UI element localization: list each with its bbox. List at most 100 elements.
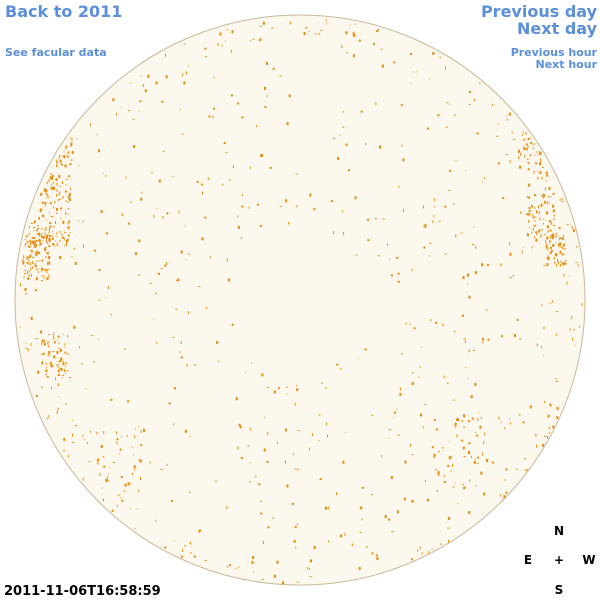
facula bbox=[19, 327, 21, 329]
facula bbox=[424, 223, 427, 225]
facula bbox=[376, 557, 379, 560]
facula bbox=[58, 383, 60, 387]
facula bbox=[49, 202, 52, 205]
facula bbox=[355, 254, 358, 256]
facula bbox=[526, 195, 528, 198]
facula bbox=[46, 238, 48, 241]
facula bbox=[41, 361, 43, 365]
next-hour-link[interactable]: Next hour bbox=[536, 58, 598, 71]
facula bbox=[555, 381, 558, 382]
back-link[interactable]: Back to 2011 bbox=[5, 2, 122, 21]
facula bbox=[92, 361, 95, 363]
facula bbox=[434, 206, 436, 208]
facula bbox=[96, 431, 98, 435]
facula bbox=[41, 209, 43, 210]
facula bbox=[460, 232, 463, 234]
facula bbox=[468, 420, 470, 423]
facula bbox=[276, 560, 279, 564]
facula bbox=[443, 475, 445, 478]
facula bbox=[27, 271, 28, 274]
facula bbox=[538, 229, 541, 233]
facula bbox=[553, 214, 555, 217]
facula bbox=[571, 316, 573, 320]
facula bbox=[60, 368, 63, 370]
facula bbox=[30, 273, 32, 277]
facula bbox=[240, 457, 243, 459]
facula bbox=[561, 253, 564, 256]
facula bbox=[364, 348, 367, 351]
facula bbox=[59, 154, 61, 158]
facula bbox=[555, 333, 557, 336]
facula bbox=[47, 354, 49, 356]
facula bbox=[55, 235, 57, 237]
facula bbox=[39, 209, 42, 213]
facula bbox=[96, 461, 98, 463]
facula bbox=[321, 382, 323, 385]
facula bbox=[65, 200, 68, 202]
facula bbox=[475, 245, 477, 249]
facula bbox=[105, 479, 108, 482]
facula bbox=[305, 27, 308, 29]
facula bbox=[178, 210, 180, 214]
facula bbox=[45, 197, 47, 199]
facula bbox=[67, 213, 69, 215]
facula bbox=[196, 180, 199, 183]
next-day-link[interactable]: Next day bbox=[517, 19, 598, 38]
facula bbox=[34, 262, 36, 265]
facula bbox=[325, 387, 327, 390]
facula bbox=[532, 144, 534, 146]
facula bbox=[190, 552, 192, 554]
facula bbox=[138, 426, 139, 428]
facula bbox=[450, 470, 452, 472]
facula bbox=[552, 209, 555, 213]
facula bbox=[529, 405, 532, 409]
facula bbox=[66, 152, 69, 154]
facula bbox=[237, 215, 239, 218]
facula bbox=[471, 417, 474, 420]
facula bbox=[542, 223, 544, 225]
facula bbox=[52, 338, 55, 340]
facula bbox=[546, 243, 548, 246]
facula bbox=[56, 243, 58, 247]
facula bbox=[409, 324, 411, 325]
facula bbox=[58, 342, 60, 345]
facula bbox=[48, 235, 51, 238]
facula bbox=[225, 40, 227, 42]
facula bbox=[43, 342, 46, 346]
facula bbox=[241, 116, 244, 119]
facula bbox=[548, 187, 551, 190]
facula bbox=[38, 240, 40, 242]
previous-hour-link[interactable]: Previous hour bbox=[511, 46, 598, 59]
facula bbox=[262, 21, 265, 25]
facula bbox=[545, 171, 548, 175]
facula bbox=[217, 42, 219, 46]
facula bbox=[51, 175, 54, 177]
facula bbox=[357, 357, 359, 359]
facula bbox=[134, 435, 136, 439]
facula bbox=[391, 531, 394, 532]
facula bbox=[462, 487, 465, 490]
facula bbox=[325, 19, 327, 22]
facula bbox=[66, 239, 68, 243]
facula bbox=[237, 225, 240, 229]
facula bbox=[536, 343, 538, 347]
facular-data-link[interactable]: See facular data bbox=[5, 46, 107, 59]
facula bbox=[449, 103, 450, 105]
facula bbox=[51, 215, 54, 217]
facula bbox=[46, 261, 48, 265]
facula bbox=[285, 199, 288, 203]
facula bbox=[45, 256, 47, 258]
facula bbox=[61, 236, 64, 239]
facula bbox=[272, 67, 275, 70]
facula bbox=[411, 499, 414, 503]
facula bbox=[207, 177, 209, 181]
facula bbox=[69, 232, 71, 234]
facula bbox=[288, 94, 291, 98]
facula bbox=[469, 479, 471, 482]
facula bbox=[180, 250, 183, 254]
previous-day-link[interactable]: Previous day bbox=[481, 2, 598, 21]
facula bbox=[57, 374, 60, 376]
facula bbox=[424, 404, 427, 406]
facula bbox=[324, 506, 327, 510]
facula bbox=[230, 49, 232, 53]
